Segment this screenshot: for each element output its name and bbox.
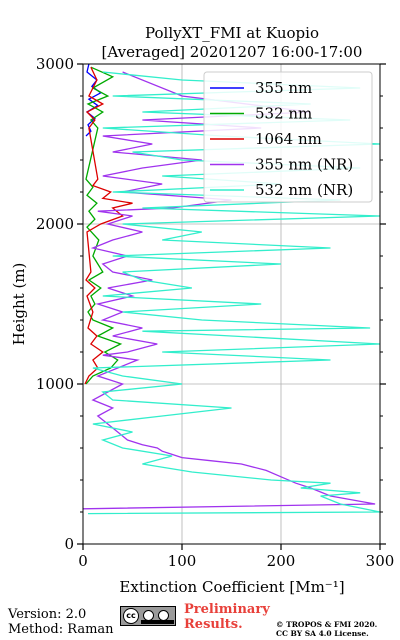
extinction-chart: PollyXT_FMI at Kuopio [Averaged] 2020120… — [10, 24, 395, 596]
legend-label: 355 nm — [255, 79, 312, 97]
method-text: Method: Raman — [8, 622, 114, 637]
series-line-532-nm — [85, 66, 123, 385]
y-tick-label: 0 — [64, 535, 74, 553]
series-lines — [83, 64, 380, 515]
series-line-355-nm-nr — [83, 71, 376, 510]
x-tick-label: 0 — [78, 552, 88, 570]
legend-label: 355 nm (NR) — [255, 156, 353, 174]
x-tick-label: 100 — [168, 552, 197, 570]
plot-frame — [82, 63, 381, 545]
x-axis-label: Extinction Coefficient [Mm⁻¹] — [119, 578, 344, 596]
x-tick-label: 200 — [267, 552, 296, 570]
chart-subtitle: [Averaged] 20201207 16:00-17:00 — [102, 43, 363, 61]
preliminary-line-2: Results. — [184, 617, 243, 632]
license-strip — [141, 620, 174, 624]
legend-box — [203, 71, 373, 203]
y-tick-label: 1000 — [36, 375, 74, 393]
series-line-532-nm-nr — [87, 71, 380, 515]
series-line-1064-nm — [84, 66, 133, 385]
copyright-line-2: CC BY SA 4.0 License. — [276, 629, 369, 638]
chart-title: PollyXT_FMI at Kuopio — [145, 24, 319, 42]
x-tick-label: 300 — [366, 552, 395, 570]
legend: 355 nm 532 nm 1064 nm 355 nm (NR) 532 nm (NR… — [203, 71, 373, 203]
version-text: Version: 2.0 — [8, 607, 87, 622]
legend-label: 1064 nm — [255, 130, 322, 148]
copyright-notice: © TROPOS & FMI 2020. CC BY SA 4.0 Licens… — [276, 620, 377, 638]
copyright-line-1: © TROPOS & FMI 2020. — [276, 620, 378, 629]
cc-icon: cc — [123, 608, 139, 624]
y-tick-label: 2000 — [36, 215, 74, 233]
cc-by-sa-icon: cc — [120, 606, 176, 626]
legend-label: 532 nm — [255, 105, 312, 123]
preliminary-line-1: Preliminary — [184, 602, 270, 617]
legend-label: 532 nm (NR) — [255, 181, 353, 199]
y-axis-label: Height (m) — [10, 263, 28, 346]
preliminary-notice: Preliminary Results. — [184, 602, 270, 632]
y-tick-label: 3000 — [36, 55, 74, 73]
